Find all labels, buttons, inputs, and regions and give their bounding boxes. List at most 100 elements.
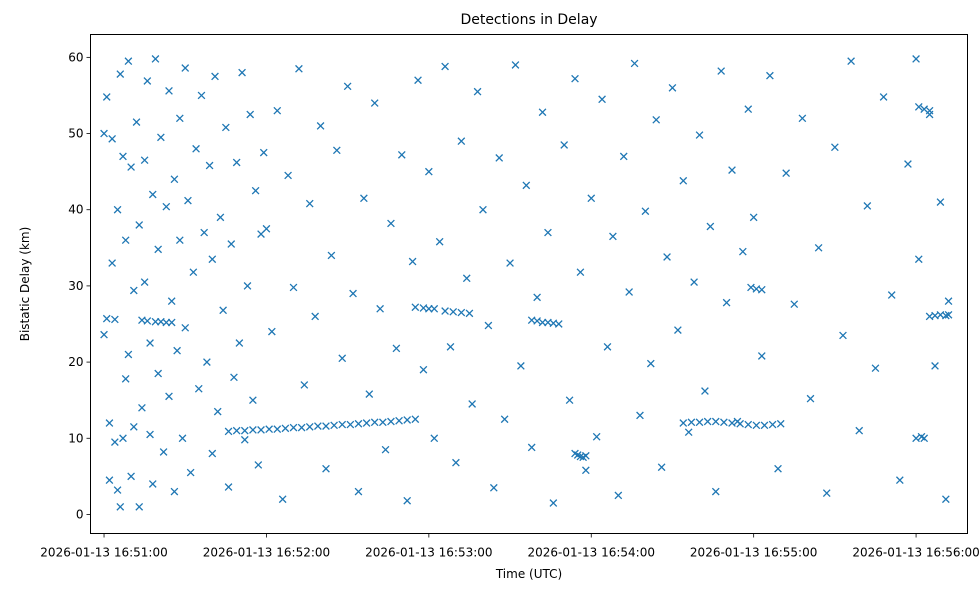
data-point — [687, 418, 696, 427]
data-point — [205, 161, 214, 170]
data-point — [232, 426, 241, 435]
data-point — [194, 384, 203, 393]
data-point — [108, 259, 117, 267]
x-axis-label: Time (UTC) — [495, 567, 562, 581]
data-point — [167, 318, 176, 327]
y-tick-label: 50 — [68, 127, 83, 141]
data-point — [711, 417, 720, 426]
data-point — [430, 434, 439, 443]
data-point — [316, 122, 325, 130]
data-point — [560, 141, 569, 149]
data-point — [235, 339, 244, 347]
data-point — [679, 176, 688, 185]
data-point — [695, 131, 704, 139]
data-point — [284, 171, 292, 180]
data-point — [462, 274, 471, 283]
data-point — [102, 314, 111, 323]
data-point — [449, 307, 458, 316]
data-point — [360, 194, 368, 203]
data-point — [598, 95, 606, 104]
data-point — [782, 169, 791, 178]
data-point — [468, 400, 477, 408]
data-point — [441, 62, 449, 71]
data-point — [527, 443, 536, 452]
data-point — [728, 166, 736, 174]
data-point — [752, 421, 761, 430]
data-point — [254, 461, 263, 469]
data-point — [105, 476, 114, 485]
x-tick-label: 2026-01-13 16:52:00 — [203, 546, 330, 560]
data-point — [931, 362, 939, 370]
data-point — [289, 283, 298, 292]
data-point — [581, 466, 590, 475]
data-point — [184, 196, 192, 205]
data-point — [457, 137, 466, 146]
data-point — [108, 135, 117, 143]
data-point — [736, 419, 744, 428]
data-point — [259, 148, 268, 157]
data-point — [711, 487, 720, 496]
plot-frame — [90, 34, 968, 534]
data-point — [776, 419, 785, 428]
data-point — [246, 110, 255, 119]
data-point — [189, 268, 198, 277]
data-point — [576, 268, 585, 277]
data-point — [703, 417, 712, 426]
data-point — [300, 381, 309, 389]
data-point — [238, 68, 246, 77]
data-point — [121, 374, 130, 383]
data-point — [146, 430, 154, 439]
data-point — [831, 143, 839, 152]
data-point — [674, 326, 682, 334]
data-point — [619, 152, 628, 161]
data-point — [311, 312, 320, 321]
data-point — [132, 118, 141, 126]
data-point — [143, 317, 152, 325]
data-point — [203, 358, 211, 366]
data-point — [102, 93, 111, 101]
data-point — [135, 221, 144, 229]
data-point — [170, 175, 179, 184]
data-point — [127, 163, 135, 171]
y-tick-label: 20 — [68, 355, 83, 369]
data-point — [278, 495, 287, 504]
data-point — [465, 309, 474, 318]
data-point — [370, 99, 379, 107]
data-point — [111, 438, 119, 446]
data-point — [720, 418, 728, 427]
data-point — [614, 491, 623, 500]
data-point — [208, 449, 217, 458]
data-point — [936, 198, 945, 206]
data-point — [479, 205, 487, 214]
data-point — [657, 463, 666, 472]
data-point — [119, 434, 127, 443]
data-point — [227, 240, 236, 248]
data-point — [165, 392, 173, 401]
data-point — [549, 319, 558, 328]
data-point — [100, 330, 108, 339]
data-point — [387, 219, 395, 228]
data-point — [411, 303, 420, 312]
data-point — [533, 293, 541, 302]
data-point — [495, 154, 504, 162]
data-point — [346, 420, 355, 429]
data-point — [265, 425, 274, 433]
data-point — [636, 411, 644, 420]
data-point — [305, 199, 314, 208]
data-point — [124, 350, 133, 359]
data-point — [684, 428, 693, 437]
data-point — [747, 283, 755, 292]
data-point — [116, 502, 125, 511]
data-point — [121, 236, 130, 245]
data-point — [790, 300, 799, 309]
data-point — [920, 105, 929, 114]
data-point — [154, 369, 163, 378]
data-point — [625, 288, 634, 296]
data-point — [630, 59, 639, 68]
data-point — [330, 421, 338, 430]
data-point — [221, 123, 230, 132]
data-point — [354, 487, 363, 496]
data-point — [757, 285, 766, 294]
data-point — [224, 427, 233, 436]
